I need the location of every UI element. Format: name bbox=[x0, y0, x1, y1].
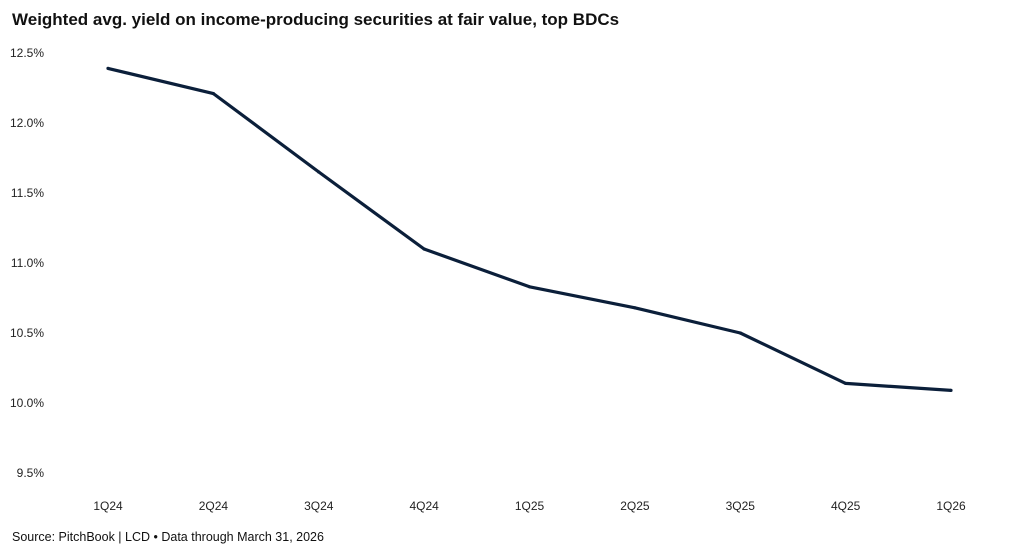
x-tick-label: 4Q25 bbox=[831, 499, 861, 513]
data-point bbox=[422, 247, 426, 251]
y-tick-label: 9.5% bbox=[17, 466, 45, 480]
x-tick-label: 1Q25 bbox=[515, 499, 545, 513]
data-point bbox=[949, 388, 953, 392]
data-point bbox=[844, 381, 848, 385]
y-tick-label: 10.5% bbox=[10, 326, 44, 340]
y-tick-label: 12.0% bbox=[10, 116, 44, 130]
x-tick-label: 1Q24 bbox=[93, 499, 123, 513]
y-tick-label: 10.0% bbox=[10, 396, 44, 410]
data-point bbox=[738, 331, 742, 335]
x-tick-label: 2Q25 bbox=[620, 499, 650, 513]
x-tick-label: 3Q24 bbox=[304, 499, 334, 513]
data-point bbox=[317, 170, 321, 174]
x-tick-label: 1Q26 bbox=[936, 499, 966, 513]
x-tick-label: 4Q24 bbox=[409, 499, 439, 513]
y-axis: 9.5% 10.0% 10.5% 11.0% 11.5% 12.0% 12.5% bbox=[10, 46, 44, 480]
series-group bbox=[106, 66, 953, 392]
y-tick-label: 11.5% bbox=[11, 186, 44, 200]
series-line bbox=[107, 66, 952, 392]
y-tick-label: 11.0% bbox=[11, 256, 44, 270]
data-point bbox=[527, 285, 532, 289]
x-axis: 1Q24 2Q24 3Q24 4Q24 1Q25 2Q25 3Q25 4Q25 1Q26 bbox=[93, 499, 966, 513]
data-point bbox=[211, 92, 215, 96]
x-tick-label: 3Q25 bbox=[726, 499, 756, 513]
data-point bbox=[106, 66, 110, 70]
chart-title: Weighted avg. yield on income-producing … bbox=[12, 10, 620, 29]
y-tick-label: 12.5% bbox=[10, 46, 44, 60]
data-point bbox=[633, 306, 637, 310]
source-note: Source: PitchBook | LCD • Data through M… bbox=[12, 530, 324, 544]
x-tick-label: 2Q24 bbox=[199, 499, 229, 513]
